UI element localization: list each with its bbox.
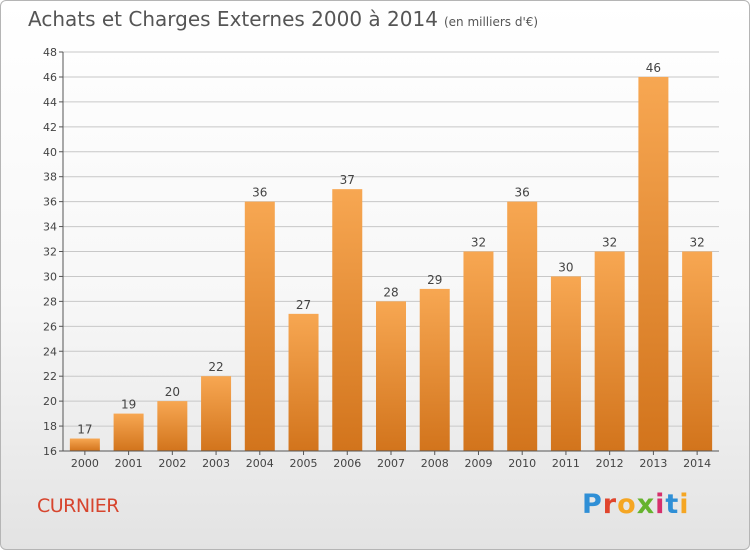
bar xyxy=(157,401,188,451)
y-tick-label: 22 xyxy=(43,370,57,383)
data-label: 20 xyxy=(165,385,180,399)
y-tick-label: 28 xyxy=(43,295,57,308)
bar xyxy=(550,276,581,451)
y-tick-label: 16 xyxy=(43,445,57,458)
y-tick-label: 18 xyxy=(43,420,57,433)
x-tick-label: 2005 xyxy=(290,457,318,470)
logo-letter: r xyxy=(602,489,618,520)
y-tick-label: 38 xyxy=(43,171,57,184)
y-tick-label: 30 xyxy=(43,270,57,283)
data-label: 36 xyxy=(515,186,530,200)
bar xyxy=(638,76,669,451)
bar xyxy=(682,251,713,451)
data-label: 37 xyxy=(340,173,355,187)
y-tick-label: 46 xyxy=(43,71,57,84)
proxiti-logo: Proxiti xyxy=(582,489,690,520)
logo-letter: P xyxy=(582,489,603,520)
data-label: 17 xyxy=(77,423,92,437)
y-tick-label: 44 xyxy=(43,96,57,109)
x-tick-label: 2012 xyxy=(596,457,624,470)
bar xyxy=(332,189,363,451)
bar xyxy=(376,301,406,451)
y-tick-label: 42 xyxy=(43,121,57,134)
y-tick-label: 26 xyxy=(43,320,57,333)
chart-title-text: Achats et Charges Externes 2000 à 2014 xyxy=(28,7,438,31)
y-tick-label: 20 xyxy=(43,395,57,408)
logo-letter: i xyxy=(655,489,666,520)
logo-letter: t xyxy=(665,489,680,520)
y-tick-label: 40 xyxy=(43,146,57,159)
bar xyxy=(419,288,450,451)
data-label: 27 xyxy=(296,298,311,312)
x-tick-label: 2004 xyxy=(246,457,274,470)
y-tick-label: 34 xyxy=(43,221,57,234)
bar xyxy=(463,251,494,451)
x-tick-label: 2003 xyxy=(202,457,230,470)
y-tick-label: 36 xyxy=(43,196,57,209)
logo-letter: i xyxy=(679,489,690,520)
chart-title: Achats et Charges Externes 2000 à 2014 (e… xyxy=(28,7,538,31)
x-tick-label: 2008 xyxy=(421,457,449,470)
chart-subtitle: (en milliers d'€) xyxy=(443,15,539,29)
x-tick-label: 2011 xyxy=(552,457,580,470)
bar xyxy=(201,376,232,451)
x-tick-label: 2014 xyxy=(683,457,711,470)
x-tick-label: 2010 xyxy=(508,457,536,470)
axes: 16 18 20 22 24 26 28 30 32 34 36 38 40 42 44 46 48 2000 20… xyxy=(43,46,719,470)
data-label: 32 xyxy=(689,236,704,250)
commune-name: CURNIER xyxy=(37,495,119,517)
y-tick-label: 48 xyxy=(43,46,57,59)
logo-letter: x xyxy=(636,489,656,520)
x-tick-label: 2013 xyxy=(639,457,667,470)
x-tick-label: 2007 xyxy=(377,457,405,470)
data-label: 32 xyxy=(471,236,486,250)
data-label: 28 xyxy=(383,285,398,299)
bar xyxy=(594,251,625,451)
logo-letter: o xyxy=(617,489,637,520)
data-label: 46 xyxy=(646,61,661,75)
data-label: 30 xyxy=(558,260,573,274)
data-label: 22 xyxy=(208,360,223,374)
data-label: 36 xyxy=(252,186,267,200)
data-label: 29 xyxy=(427,273,442,287)
y-tick-label: 24 xyxy=(43,345,57,358)
y-tick-label: 32 xyxy=(43,246,57,259)
data-label: 32 xyxy=(602,236,617,250)
x-tick-label: 2002 xyxy=(158,457,186,470)
x-tick-label: 2006 xyxy=(333,457,361,470)
bar xyxy=(69,438,100,451)
bar xyxy=(507,201,538,451)
data-label: 19 xyxy=(121,398,136,412)
bar xyxy=(113,413,144,451)
bar xyxy=(288,313,319,451)
data-labels: 17 19 20 22 36 27 37 28 29 32 36 30 32 46 32 xyxy=(77,61,705,437)
x-tick-label: 2000 xyxy=(71,457,99,470)
x-tick-label: 2001 xyxy=(115,457,143,470)
bar xyxy=(244,201,275,451)
x-tick-label: 2009 xyxy=(464,457,492,470)
bars xyxy=(69,76,713,451)
